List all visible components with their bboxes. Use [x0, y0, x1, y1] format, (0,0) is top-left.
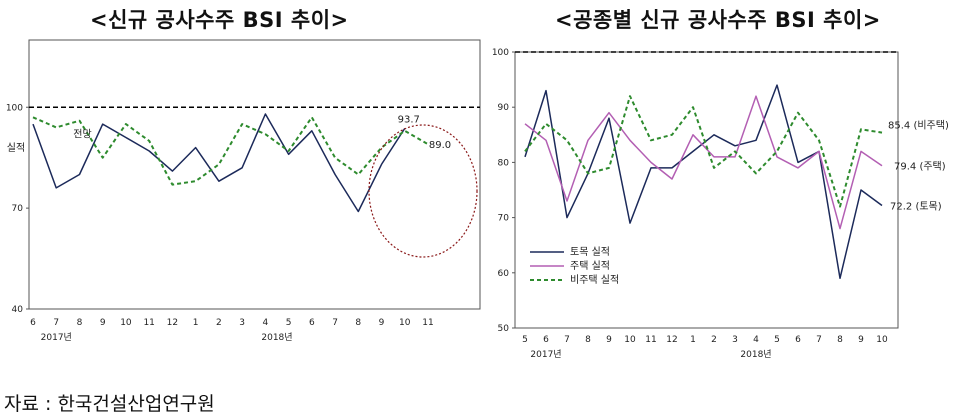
x-tick-label-0-7: 1 — [193, 318, 199, 328]
x-tick-label-1-5: 10 — [624, 335, 636, 345]
chart-title-left: <신규 공사수주 BSI 추이> — [90, 8, 349, 32]
x-tick-label-1-12: 5 — [774, 335, 780, 345]
y-tick-label-1-0: 50 — [498, 324, 510, 334]
x-tick-label-0-3: 9 — [100, 318, 106, 328]
y-tick-label-0-0: 40 — [12, 305, 24, 315]
x-tick-label-1-11: 4 — [753, 335, 759, 345]
end-label-civil: 72.2 (토목) — [890, 200, 942, 212]
x-tick-label-0-8: 2 — [216, 318, 222, 328]
x-tick-label-0-17: 11 — [422, 318, 433, 328]
x-tick-label-0-0: 6 — [30, 318, 36, 328]
year-label-1-1: 2018년 — [740, 349, 771, 360]
y-tick-label-1-2: 70 — [498, 214, 510, 224]
series-line-1-0 — [524, 84, 883, 280]
x-tick-label-0-4: 10 — [120, 318, 132, 328]
y-tick-label-0-2: 100 — [6, 103, 23, 113]
x-tick-label-1-14: 7 — [816, 335, 822, 345]
x-tick-label-0-5: 11 — [143, 318, 154, 328]
x-tick-label-0-2: 8 — [77, 318, 83, 328]
series-label-actual: 실적 — [7, 142, 25, 154]
year-label-0-1: 2018년 — [261, 332, 292, 343]
x-tick-label-0-11: 5 — [286, 318, 292, 328]
legend-label-0: 토목 실적 — [570, 246, 610, 258]
source-note: 자료 : 한국건설산업연구원 — [4, 393, 215, 415]
series-line-1-1 — [524, 95, 883, 230]
x-tick-label-0-1: 7 — [53, 318, 59, 328]
chart-title-right: <공종별 신규 공사수주 BSI 추이> — [555, 8, 881, 32]
x-tick-label-1-6: 11 — [645, 335, 656, 345]
x-tick-label-1-17: 10 — [876, 335, 888, 345]
annotation-89-0: 89.0 — [429, 140, 451, 151]
x-tick-label-1-13: 6 — [795, 335, 801, 345]
x-tick-label-1-10: 3 — [732, 335, 738, 345]
x-tick-label-1-7: 12 — [666, 335, 677, 345]
x-tick-label-0-16: 10 — [399, 318, 411, 328]
y-tick-label-0-1: 70 — [12, 204, 24, 214]
x-tick-label-1-4: 9 — [606, 335, 612, 345]
x-tick-label-0-6: 12 — [167, 318, 178, 328]
x-tick-label-0-13: 7 — [332, 318, 338, 328]
y-tick-label-1-4: 90 — [498, 103, 510, 113]
annotation-93-7: 93.7 — [398, 114, 420, 125]
x-tick-label-1-9: 2 — [711, 335, 717, 345]
series-label-forecast: 전망 — [73, 129, 91, 141]
x-tick-label-0-12: 6 — [309, 318, 315, 328]
plot-frame-1 — [514, 51, 899, 329]
x-tick-label-1-16: 9 — [858, 335, 864, 345]
x-tick-label-1-3: 8 — [585, 335, 591, 345]
legend-label-2: 비주택 실적 — [570, 274, 619, 286]
end-label-housing: 79.4 (주택) — [894, 161, 946, 173]
end-label-nonhousing: 85.4 (비주택) — [888, 120, 949, 132]
plot-frame-0 — [28, 39, 481, 310]
series-line-0-0 — [32, 113, 406, 213]
x-tick-label-1-8: 1 — [690, 335, 696, 345]
x-tick-label-0-9: 3 — [239, 318, 245, 328]
x-tick-label-1-2: 7 — [564, 335, 570, 345]
series-line-0-1 — [32, 116, 429, 186]
y-tick-label-1-3: 80 — [498, 158, 510, 168]
y-tick-label-1-1: 60 — [498, 269, 510, 279]
series-line-1-2 — [524, 95, 883, 208]
year-label-1-0: 2017년 — [530, 349, 561, 360]
x-tick-label-1-1: 6 — [543, 335, 549, 345]
legend-label-1: 주택 실적 — [570, 260, 610, 272]
y-tick-label-1-5: 100 — [492, 48, 509, 58]
x-tick-label-0-10: 4 — [262, 318, 268, 328]
x-tick-label-1-15: 8 — [837, 335, 843, 345]
x-tick-label-1-0: 5 — [522, 335, 528, 345]
x-tick-label-0-15: 9 — [379, 318, 385, 328]
x-tick-label-0-14: 8 — [355, 318, 361, 328]
year-label-0-0: 2017년 — [41, 332, 72, 343]
highlight-ellipse — [368, 124, 478, 258]
